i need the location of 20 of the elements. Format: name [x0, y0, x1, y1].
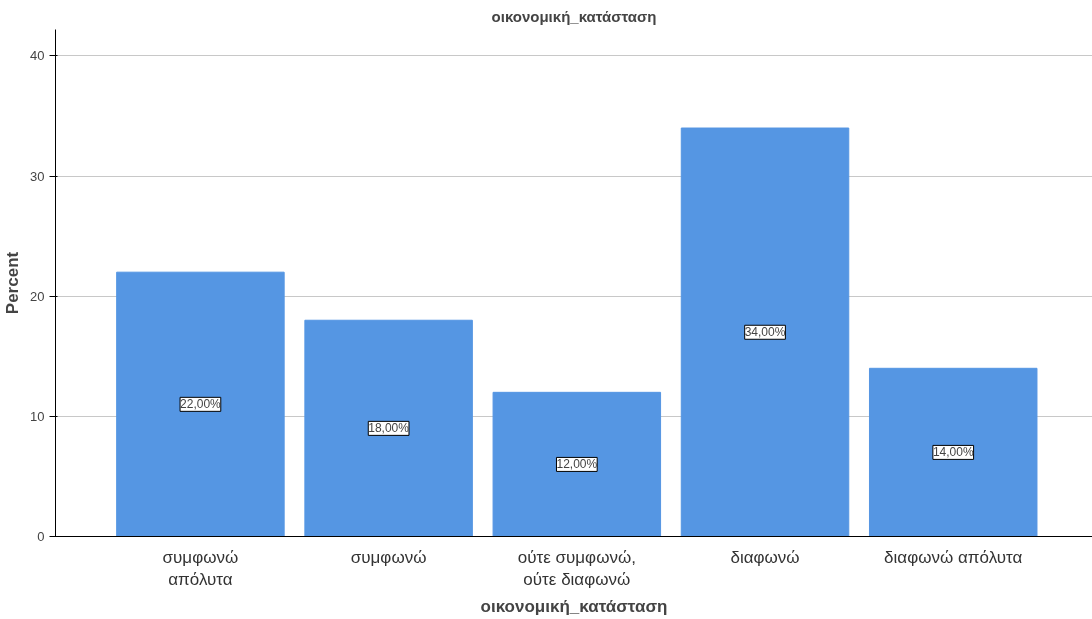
bar — [116, 271, 285, 537]
x-tick-label: συμφωνώ — [350, 547, 427, 567]
y-tick-label: 10 — [30, 408, 45, 424]
bar — [680, 127, 850, 537]
data-label: 34,00% — [744, 325, 786, 340]
bar — [304, 319, 473, 537]
y-axis-title: Percent — [3, 251, 23, 315]
y-tick-label: 20 — [30, 288, 45, 304]
data-label: 12,00% — [556, 457, 598, 472]
x-tick-label: διαφωνώ απόλυτα — [884, 547, 1023, 567]
x-tick-label: συμφωνώ απόλυτα — [162, 547, 239, 590]
bar — [492, 391, 662, 537]
chart-title: οικονομική_κατάσταση — [491, 7, 657, 25]
y-tick-label: 0 — [37, 529, 45, 544]
x-axis-title: οικονομική_κατάσταση — [480, 597, 668, 617]
bar — [868, 367, 1038, 537]
y-tick-label: 40 — [30, 48, 45, 64]
x-tick-label: ούτε συμφωνώ, ούτε διαφωνώ — [517, 547, 636, 590]
x-tick-label: διαφωνώ — [730, 547, 800, 567]
y-tick-label: 30 — [30, 168, 45, 184]
